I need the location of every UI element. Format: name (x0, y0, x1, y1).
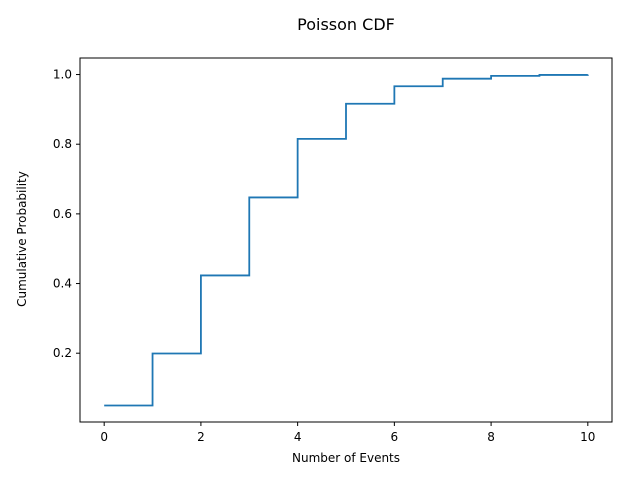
plot-area: 0 2 4 6 8 10 0.2 0.4 0.6 0.8 1.0 (53, 57, 613, 444)
plot-frame (79, 57, 613, 423)
x-tick-label: 0 (100, 430, 108, 444)
x-tick-label: 4 (294, 430, 302, 444)
x-tick-label: 10 (580, 430, 595, 444)
chart-title: Poisson CDF (297, 15, 395, 34)
y-tick-label: 0.2 (53, 346, 72, 360)
x-tick-label: 8 (487, 430, 495, 444)
x-tick-label: 6 (391, 430, 399, 444)
cdf-step-line (104, 74, 589, 407)
y-tick-label: 1.0 (53, 68, 72, 82)
y-tick-label: 0.6 (53, 207, 72, 221)
y-tick-label: 0.4 (53, 277, 72, 291)
y-tick-label: 0.8 (53, 137, 72, 151)
x-tick-label: 2 (197, 430, 205, 444)
y-axis-label: Cumulative Probability (15, 171, 29, 307)
x-axis-label: Number of Events (292, 451, 400, 465)
